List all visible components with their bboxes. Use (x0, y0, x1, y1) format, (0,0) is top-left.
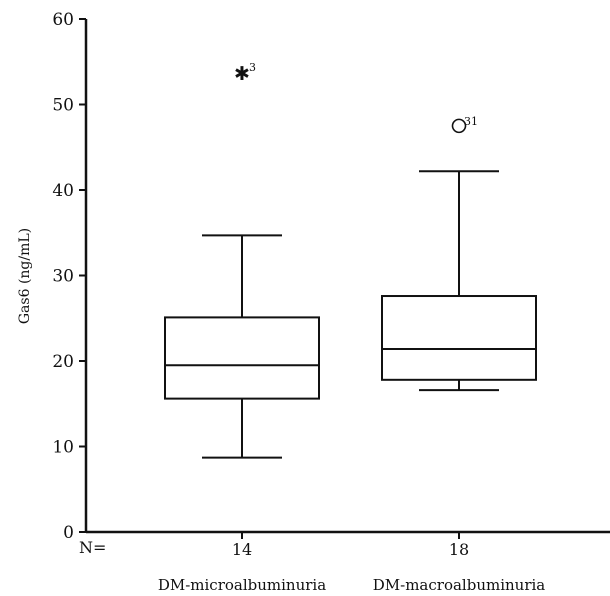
outlier-star-marker: ✱ (234, 63, 250, 85)
outlier-label: 3 (249, 61, 256, 74)
n-count-label: 14 (232, 540, 252, 559)
category-label: DM-microalbuminuria (158, 576, 326, 594)
y-tick-label: 0 (63, 523, 74, 543)
iqr-box (164, 316, 320, 400)
y-tick-label: 60 (52, 10, 74, 30)
axes: 0 10 20 30 40 50 60 (52, 10, 610, 543)
outlier-circle-marker (451, 118, 467, 134)
box-group-1: ✱ 3 14 DM-microalbuminuria (158, 61, 326, 594)
y-tick-label: 50 (52, 96, 74, 116)
iqr-box (381, 295, 537, 381)
y-tick-label: 20 (52, 352, 74, 372)
box-group-2: 31 18 DM-macroalbuminuria (373, 115, 546, 594)
y-tick-label: 10 (52, 438, 74, 458)
n-count-label: 18 (449, 540, 469, 559)
y-tick-label: 40 (52, 181, 74, 201)
y-tick-label: 30 (52, 267, 74, 287)
plot-area: ✱ 3 14 DM-microalbuminuria 31 18 DM-macroalbum… (158, 61, 545, 594)
y-axis-label: Gas6 (ng/mL) (17, 228, 33, 324)
category-label: DM-macroalbuminuria (373, 576, 546, 594)
outlier-label: 31 (464, 115, 478, 128)
n-prefix-label: N= (79, 538, 106, 557)
